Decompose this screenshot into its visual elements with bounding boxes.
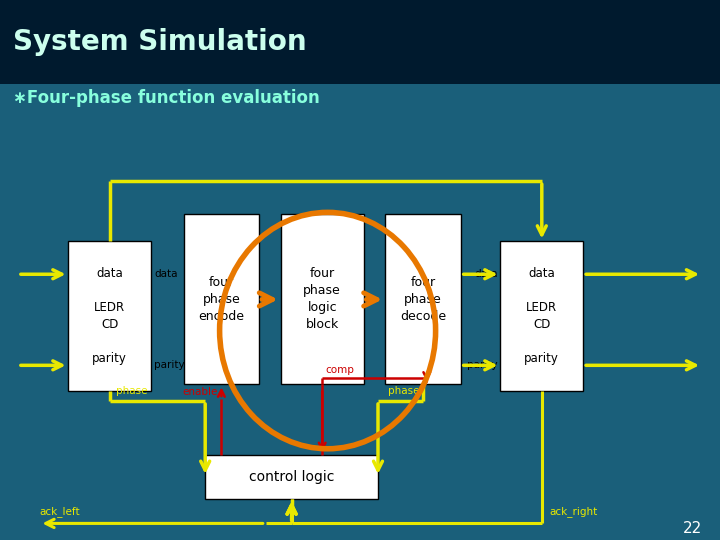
Text: phase: phase	[115, 386, 147, 396]
FancyBboxPatch shape	[68, 241, 151, 391]
FancyBboxPatch shape	[184, 214, 259, 384]
Text: four
phase
decode: four phase decode	[400, 276, 446, 323]
Text: data: data	[474, 269, 498, 279]
Text: data

LEDR
CD

parity: data LEDR CD parity	[524, 267, 559, 365]
FancyBboxPatch shape	[205, 455, 378, 498]
FancyBboxPatch shape	[281, 214, 364, 384]
Text: enable: enable	[182, 387, 217, 397]
Text: four
phase
logic
block: four phase logic block	[303, 267, 341, 332]
Text: data

LEDR
CD

parity: data LEDR CD parity	[92, 267, 127, 365]
Text: ack_right: ack_right	[549, 507, 598, 517]
Text: comp: comp	[325, 365, 355, 375]
Text: 22: 22	[683, 521, 702, 536]
Text: data: data	[154, 269, 178, 279]
Text: parity: parity	[154, 360, 185, 370]
Text: ∗Four-phase function evaluation: ∗Four-phase function evaluation	[13, 89, 320, 107]
Text: ack_left: ack_left	[40, 507, 80, 517]
FancyBboxPatch shape	[385, 214, 461, 384]
FancyBboxPatch shape	[500, 241, 583, 391]
Text: parity: parity	[467, 360, 498, 370]
Text: System Simulation: System Simulation	[13, 28, 307, 56]
Text: control logic: control logic	[249, 470, 334, 484]
Text: phase: phase	[388, 386, 419, 396]
Text: four
phase
encode: four phase encode	[199, 276, 244, 323]
